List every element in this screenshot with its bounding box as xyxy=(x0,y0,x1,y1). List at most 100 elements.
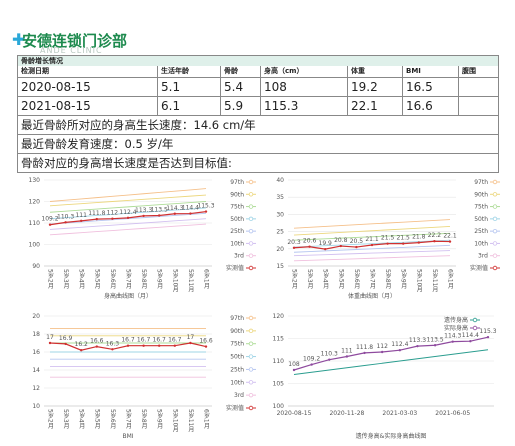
point xyxy=(355,245,358,249)
point xyxy=(328,358,331,361)
legend-label: 3rd xyxy=(478,253,488,260)
column-header: 身高（cm） xyxy=(261,66,348,77)
data-label: 16.6 xyxy=(199,338,213,345)
y-tick-label: 10 xyxy=(32,403,40,410)
legend-label: 97th xyxy=(474,179,488,186)
chart: 10 12 14 16 18 20 5岁2月 5岁3月 5岁4月 5岁5月 5岁6月 5岁7月 5岁8月… xyxy=(32,313,256,440)
legend-dot xyxy=(248,228,254,234)
series-line xyxy=(49,201,207,213)
note: 最近骨龄发育速度：0.5 岁/年 xyxy=(18,135,499,153)
y-tick-label: 100 xyxy=(29,242,41,249)
series-line xyxy=(293,250,451,257)
point xyxy=(386,242,389,245)
data-label: 113.5 xyxy=(426,336,443,343)
legend-label: 90th xyxy=(474,191,488,198)
y-tick-label: 110 xyxy=(29,220,41,227)
legend-label: 实测值 xyxy=(226,264,244,272)
legend-label: 75th xyxy=(230,341,244,348)
point xyxy=(363,351,366,355)
legend-label: 实测值 xyxy=(470,264,488,272)
point xyxy=(189,341,192,345)
column-header: BMI xyxy=(403,66,459,77)
point xyxy=(64,221,67,224)
legend-label: 25th xyxy=(474,228,488,235)
point xyxy=(345,355,349,358)
series-line xyxy=(49,218,207,230)
table-cell: 5.4 xyxy=(221,78,261,96)
data-label: 112 xyxy=(107,210,119,217)
column-header: 体重 xyxy=(348,66,403,77)
data-label: 114.3 xyxy=(166,205,183,212)
chart: 100 105 110 115 120 2020-08-15 2020-11-28 2021-… xyxy=(273,313,497,440)
x-tick-label: 5岁5月 xyxy=(93,409,100,430)
series-line xyxy=(49,188,207,202)
data-label: 16.6 xyxy=(90,338,104,345)
legend-label: 实测值 xyxy=(226,404,244,412)
x-tick-label: 5岁6月 xyxy=(353,269,360,290)
point xyxy=(380,350,384,354)
point xyxy=(402,242,405,245)
data-label: 20.3 xyxy=(287,239,301,246)
logo-icon: ✚ xyxy=(12,30,26,49)
legend-label: 25th xyxy=(230,366,244,373)
legend-dot xyxy=(248,265,254,271)
data-label: 16.7 xyxy=(168,337,182,344)
legend-dot xyxy=(248,315,254,321)
data-label: 114.4 xyxy=(462,332,479,339)
point xyxy=(433,240,436,243)
x-tick-label: 5岁3月 xyxy=(62,409,69,430)
y-tick-label: 105 xyxy=(273,381,285,388)
x-tick-label: 5岁10月 xyxy=(171,409,178,434)
x-tick-label: 5岁8月 xyxy=(384,269,391,290)
y-tick-label: 18 xyxy=(32,331,40,338)
point xyxy=(158,344,161,347)
table-row: 2020-08-15 5.1 5.4 108 19.2 16.5 xyxy=(18,78,499,97)
x-axis-title: 身高曲线图（月） xyxy=(104,292,152,300)
table-cell: 6.1 xyxy=(158,97,221,115)
series-line xyxy=(49,194,207,207)
y-tick-label: 30 xyxy=(276,211,284,218)
data-label: 110.3 xyxy=(57,213,74,220)
x-tick-label: 5岁2月 xyxy=(291,269,298,290)
x-tick-label: 5岁3月 xyxy=(306,269,313,290)
table-cell: 5.9 xyxy=(221,97,261,115)
x-tick-label: 5岁11月 xyxy=(187,269,194,294)
series-line xyxy=(293,225,451,236)
x-tick-label: 2021-06-05 xyxy=(435,410,470,417)
point xyxy=(95,345,99,348)
point xyxy=(416,344,419,348)
table-cell: 115.3 xyxy=(261,97,348,115)
data-label: 109.2 xyxy=(303,356,320,363)
point xyxy=(469,340,472,343)
x-tick-label: 5岁4月 xyxy=(78,409,85,430)
data-label: 111 xyxy=(341,348,353,355)
x-tick-label: 5岁10月 xyxy=(171,269,178,294)
point xyxy=(48,223,52,226)
table-cell xyxy=(459,78,499,96)
legend-dot xyxy=(248,380,254,385)
data-label: 16.2 xyxy=(75,341,89,348)
point xyxy=(189,212,192,215)
data-label: 17 xyxy=(187,334,195,341)
point xyxy=(126,344,130,347)
y-tick-label: 12 xyxy=(32,385,40,392)
table-row: 2021-08-15 6.1 5.9 115.3 22.1 16.6 xyxy=(18,97,499,116)
y-tick-label: 120 xyxy=(273,313,285,320)
note: 骨龄对应的身高增长速度是否达到目标值: xyxy=(18,154,499,172)
point xyxy=(126,216,130,220)
y-tick-label: 115 xyxy=(273,336,285,343)
data-label: 108 xyxy=(288,361,300,368)
logo-en: ANDE CLINIC xyxy=(40,46,103,55)
column-header: 检测日期 xyxy=(18,66,158,77)
data-label: 110.3 xyxy=(321,351,338,358)
note-row: 最近骨龄所对应的身高生长速度：14.6 cm/年 xyxy=(18,116,499,135)
series-line xyxy=(293,255,451,262)
legend-label: 25th xyxy=(230,228,244,235)
legend-dot xyxy=(492,204,498,209)
table-cell: 2020-08-15 xyxy=(18,78,158,96)
x-axis-title: 遗传身高&实际身高曲线图 xyxy=(356,432,427,440)
legend-dot xyxy=(492,265,498,271)
point xyxy=(204,210,208,213)
y-tick-label: 25 xyxy=(276,229,284,236)
legend-dot xyxy=(472,325,478,331)
